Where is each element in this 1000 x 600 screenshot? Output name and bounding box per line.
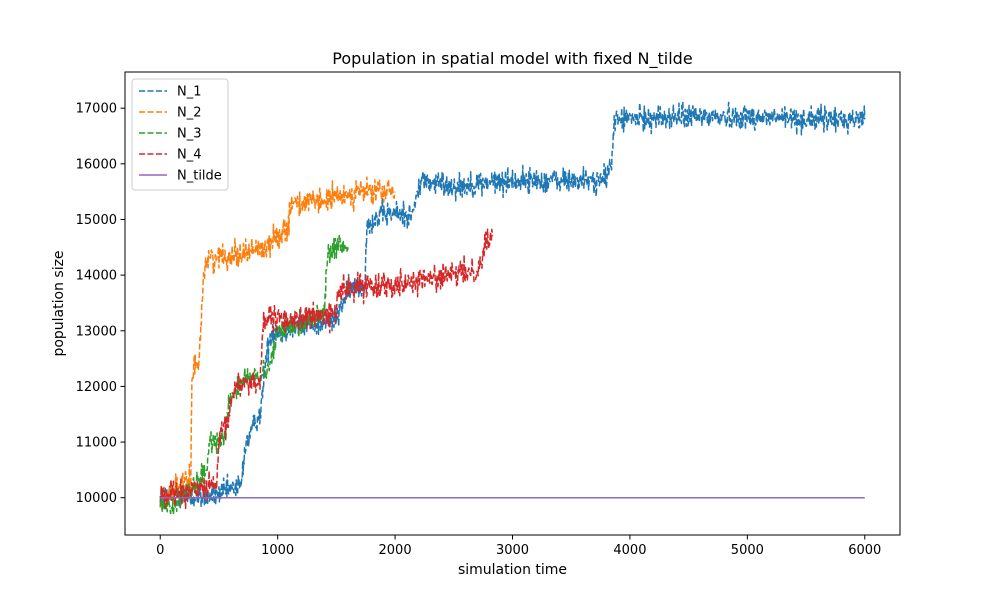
y-axis-label: population size [51, 250, 67, 356]
y-tick-label: 17000 [76, 102, 117, 117]
legend-label-n-2: N_2 [177, 106, 202, 121]
x-axis-label: simulation time [458, 562, 567, 578]
y-tick-label: 11000 [76, 436, 117, 451]
y-tick-label: 16000 [76, 157, 117, 172]
x-tick-label: 3000 [496, 543, 529, 558]
x-tick-label: 2000 [379, 543, 412, 558]
chart-title: Population in spatial model with fixed N… [332, 49, 692, 69]
x-tick-label: 0 [156, 543, 164, 558]
series-line-n-4 [159, 228, 494, 510]
y-tick-label: 14000 [76, 269, 117, 284]
data-layer [159, 100, 866, 516]
y-tick-label: 13000 [76, 324, 117, 339]
x-tick-label: 6000 [848, 543, 881, 558]
x-tick-label: 4000 [613, 543, 646, 558]
legend-label-n-4: N_4 [177, 148, 202, 163]
legend-box [131, 78, 229, 191]
legend-label-n-3: N_3 [177, 127, 202, 142]
x-tick-label: 5000 [731, 543, 764, 558]
legend-label-n-tilde: N_tilde [177, 169, 222, 184]
x-axis-ticks: 0 1000 2000 3000 4000 5000 6000 [156, 535, 881, 558]
y-tick-label: 12000 [76, 380, 117, 395]
y-axis-ticks: 10000 11000 12000 13000 14000 15000 16000 17000 [76, 102, 125, 506]
legend: N_1 N_2 N_3 N_4 N_tilde [131, 78, 229, 191]
series-line-n-3 [159, 234, 349, 516]
legend-label-n-1: N_1 [177, 85, 202, 100]
series-line-n-2 [159, 176, 396, 508]
y-tick-label: 10000 [76, 491, 117, 506]
x-tick-label: 1000 [261, 543, 294, 558]
y-tick-label: 15000 [76, 213, 117, 228]
